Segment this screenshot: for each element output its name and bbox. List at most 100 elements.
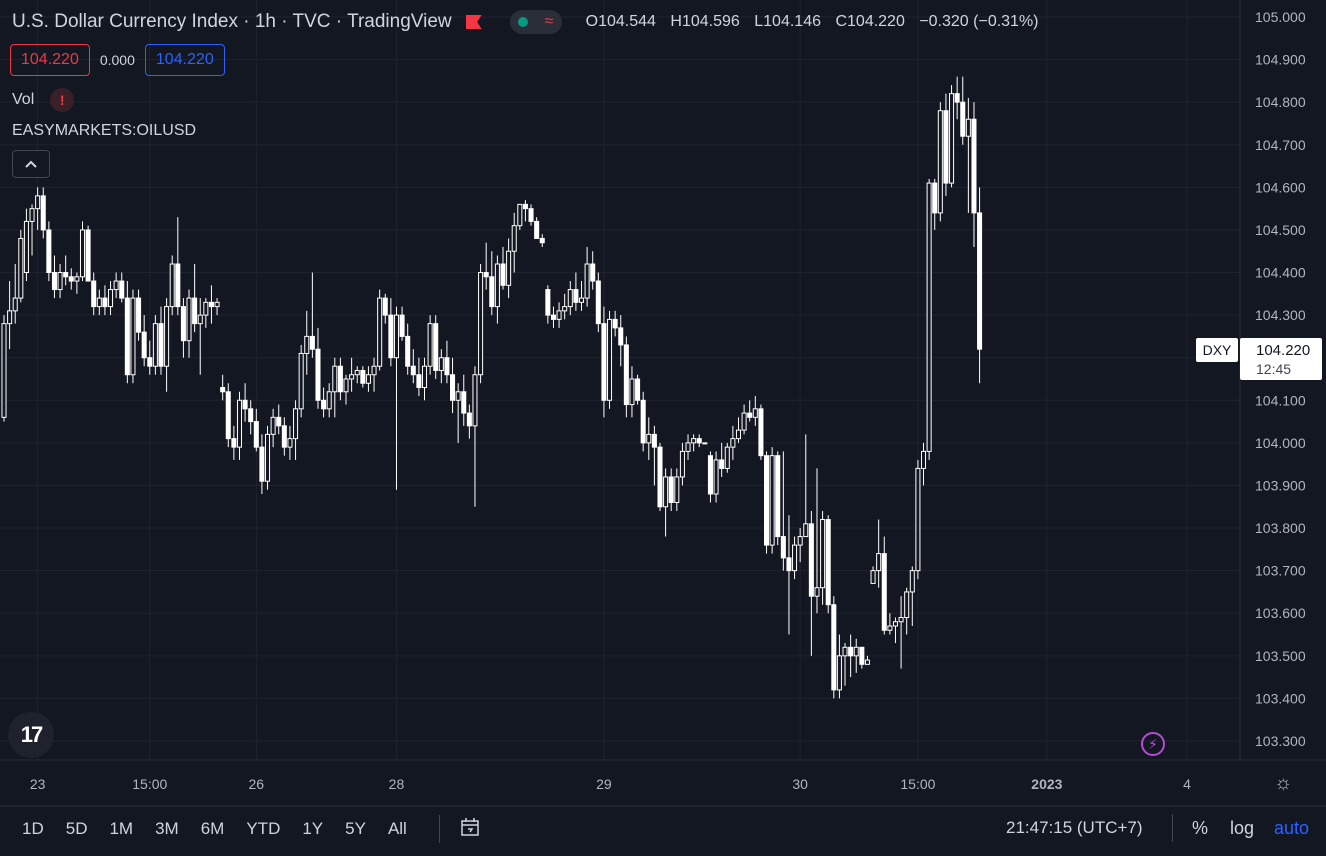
buy-price-button[interactable]: 104.220 [144, 44, 225, 76]
candle-body-up [365, 374, 371, 384]
candle [91, 272, 97, 316]
candle [836, 634, 842, 699]
candle-body-down [124, 297, 130, 376]
range-1y[interactable]: 1Y [302, 819, 324, 838]
candle [68, 268, 74, 290]
range-all[interactable]: All [387, 819, 407, 838]
price-tick-label: 104.400 [1255, 265, 1306, 281]
candle-body-down [775, 455, 781, 538]
candle-body-down [281, 425, 287, 448]
candle-body-down [635, 378, 641, 401]
symbol-price-tag: DXY [1196, 338, 1238, 362]
log-scale-button[interactable]: log [1230, 818, 1255, 838]
range-5d[interactable]: 5D [65, 819, 88, 838]
candle [321, 387, 327, 418]
candle-body-up [270, 416, 276, 435]
range-1d[interactable]: 1D [22, 819, 44, 838]
candle [601, 306, 607, 418]
candle [702, 442, 708, 445]
candle-body-down [337, 365, 343, 393]
flag-icon[interactable] [465, 15, 482, 29]
candle [242, 383, 248, 422]
candle-body-down [180, 306, 186, 342]
candle [668, 468, 674, 512]
range-5y[interactable]: 5Y [345, 819, 366, 838]
candle [12, 264, 18, 324]
candle [898, 596, 904, 669]
candle-body-down [932, 182, 938, 214]
candle-body-down [360, 369, 366, 384]
candle [853, 638, 859, 673]
candle-body-down [242, 399, 248, 410]
candle [511, 212, 517, 273]
candle [663, 468, 669, 537]
volume-indicator[interactable]: Vol ! [12, 88, 75, 112]
time-axis[interactable]: 23 15:00 26 28 29 30 15:00 2023 4 [30, 776, 1191, 792]
candle [825, 515, 831, 614]
tradingview-logo[interactable]: 17 [8, 712, 54, 758]
candle [685, 434, 691, 460]
sell-price-button[interactable]: 104.220 [10, 44, 90, 76]
candle-body-up [152, 323, 158, 367]
percent-scale-button[interactable]: % [1192, 818, 1209, 838]
candle-body-up [876, 553, 882, 572]
candle [522, 200, 528, 222]
candle [1, 315, 7, 422]
candle-body-down [977, 212, 983, 350]
range-3m[interactable]: 3M [155, 819, 179, 838]
candles [1, 76, 983, 699]
date-range-icon[interactable] [460, 817, 482, 842]
symbol-title[interactable]: U.S. Dollar Currency Index · 1h · TVC · … [12, 11, 452, 32]
warning-icon[interactable]: ! [50, 88, 75, 112]
candle [259, 434, 265, 494]
time-tick-label: 15:00 [132, 776, 167, 792]
candle-body-up [517, 203, 523, 227]
candle [349, 357, 355, 392]
candle-body-up [674, 476, 680, 504]
candle [466, 404, 472, 439]
chevron-up-icon [25, 160, 37, 168]
candle [365, 366, 371, 392]
collapse-legend-button[interactable] [12, 150, 50, 178]
candle [438, 349, 444, 384]
auto-scale-button[interactable]: auto [1274, 818, 1310, 838]
candle-body-up [287, 438, 293, 448]
candle-body-up [562, 306, 568, 312]
candle [691, 434, 697, 452]
candle-body-up [1, 323, 7, 418]
ohlc-high: H104.596 [670, 13, 740, 30]
candle-body-down [309, 335, 315, 350]
candle [35, 187, 41, 230]
candle [113, 272, 119, 299]
market-status-pill[interactable]: ≈ [509, 10, 562, 34]
settings-gear-icon[interactable]: ☼ [1274, 772, 1293, 794]
range-ytd[interactable]: YTD [246, 819, 281, 838]
candle [371, 357, 377, 392]
candle [651, 425, 657, 486]
candle-body-down [573, 289, 579, 303]
lightning-icon[interactable]: ⚡ [1141, 732, 1165, 756]
range-6m[interactable]: 6M [200, 819, 225, 838]
candle-body-up [455, 391, 461, 401]
price-tick-label: 103.700 [1255, 563, 1306, 579]
candle [797, 528, 803, 563]
range-1m[interactable]: 1M [109, 819, 134, 838]
candle [500, 246, 506, 290]
candle [29, 204, 35, 256]
candle [674, 468, 680, 512]
candle [51, 255, 57, 299]
candle-body-up [870, 570, 876, 584]
compare-symbol-label[interactable]: EASYMARKETS:OILUSD [12, 122, 197, 139]
candle-body-up [920, 450, 927, 469]
candle-body-up [293, 408, 299, 440]
candle [483, 242, 489, 290]
chart-legend: U.S. Dollar Currency Index · 1h · TVC · … [12, 10, 1049, 34]
candle-body-up [304, 335, 310, 354]
candle [831, 596, 837, 699]
candle-body-up [887, 625, 893, 631]
candle [892, 617, 898, 644]
candle-body-down [141, 331, 147, 359]
candle-body-up [79, 229, 86, 278]
clock-timezone[interactable]: 21:47:15 (UTC+7) [1006, 818, 1143, 837]
